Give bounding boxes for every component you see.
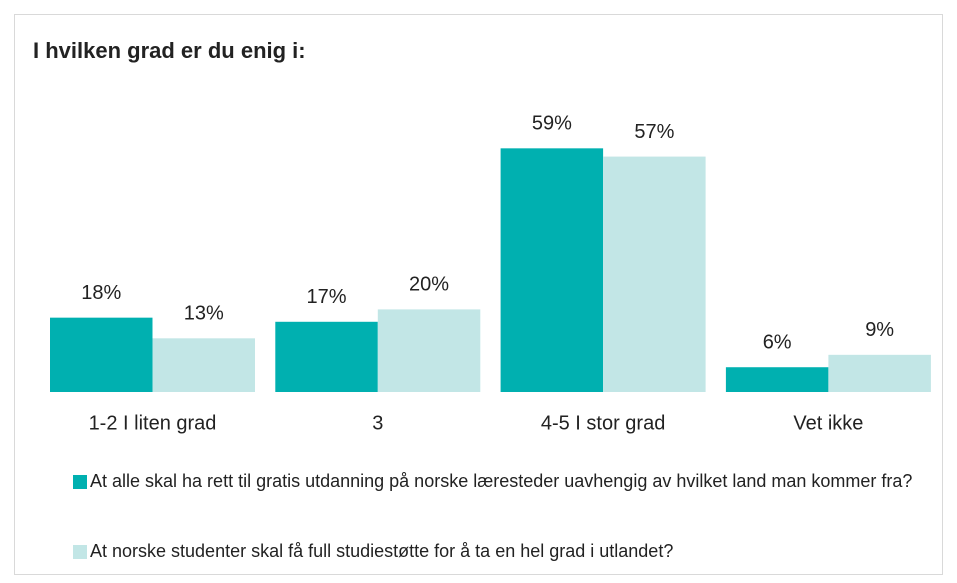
- value-label: 13%: [184, 303, 224, 325]
- legend-swatch: [73, 475, 87, 489]
- bar: [725, 367, 829, 392]
- value-label: 57%: [634, 121, 674, 143]
- legend-label: At norske studenter skal få full studies…: [90, 541, 674, 561]
- bar: [828, 354, 931, 392]
- value-label: 9%: [865, 319, 894, 341]
- bar: [152, 338, 255, 392]
- chart-border: [14, 14, 943, 575]
- x-tick-label: Vet ikke: [793, 412, 863, 434]
- value-label: 17%: [307, 286, 347, 308]
- bar: [500, 148, 604, 392]
- x-tick-label: 4-5 I stor grad: [541, 412, 666, 434]
- chart-title: I hvilken grad er du enig i:: [33, 38, 306, 63]
- bar: [377, 309, 481, 392]
- x-tick-label: 3: [372, 412, 383, 434]
- legend-item: At alle skal ha rett til gratis utdannin…: [73, 467, 933, 496]
- legend-swatch: [73, 545, 87, 559]
- bar: [50, 317, 153, 392]
- value-label: 20%: [409, 274, 449, 296]
- value-label: 18%: [81, 282, 121, 304]
- value-label: 6%: [763, 332, 792, 354]
- bar: [603, 156, 706, 392]
- legend-label: At alle skal ha rett til gratis utdannin…: [90, 471, 913, 491]
- bar: [275, 321, 378, 392]
- legend-item: At norske studenter skal få full studies…: [73, 537, 933, 566]
- value-label: 59%: [532, 113, 572, 135]
- x-tick-label: 1-2 I liten grad: [89, 412, 217, 434]
